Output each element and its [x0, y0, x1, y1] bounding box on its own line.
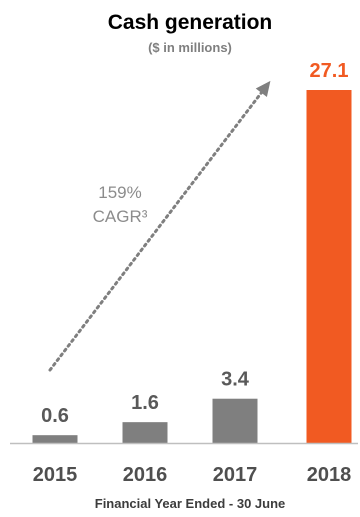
x-tick-2018: 2018 [307, 464, 352, 486]
value-label-2016: 1.6 [131, 392, 159, 414]
value-label-2018: 27.1 [310, 60, 349, 82]
x-axis-title: Financial Year Ended - 30 June [95, 496, 286, 511]
bars-group: 0.6 1.6 3.4 27.1 [32, 60, 352, 443]
cagr-arrow-line [48, 82, 270, 372]
x-tick-labels: 2015 2016 2017 2018 [33, 464, 352, 486]
cagr-arrow-head [255, 80, 271, 97]
x-tick-2016: 2016 [123, 464, 168, 486]
chart-title: Cash generation [108, 11, 273, 34]
bar-2017 [212, 398, 258, 443]
bar-2018 [306, 90, 352, 443]
bar-2016 [122, 422, 168, 443]
value-label-2017: 3.4 [221, 369, 250, 391]
x-tick-2017: 2017 [213, 464, 258, 486]
chart-subtitle: ($ in millions) [148, 40, 232, 55]
bar-2015 [32, 435, 78, 443]
value-label-2015: 0.6 [41, 405, 69, 427]
cagr-percent-annotation: 159% [98, 183, 141, 202]
cagr-arrow [48, 80, 271, 372]
x-tick-2015: 2015 [33, 464, 78, 486]
cagr-label-annotation: CAGR³ [93, 207, 148, 226]
